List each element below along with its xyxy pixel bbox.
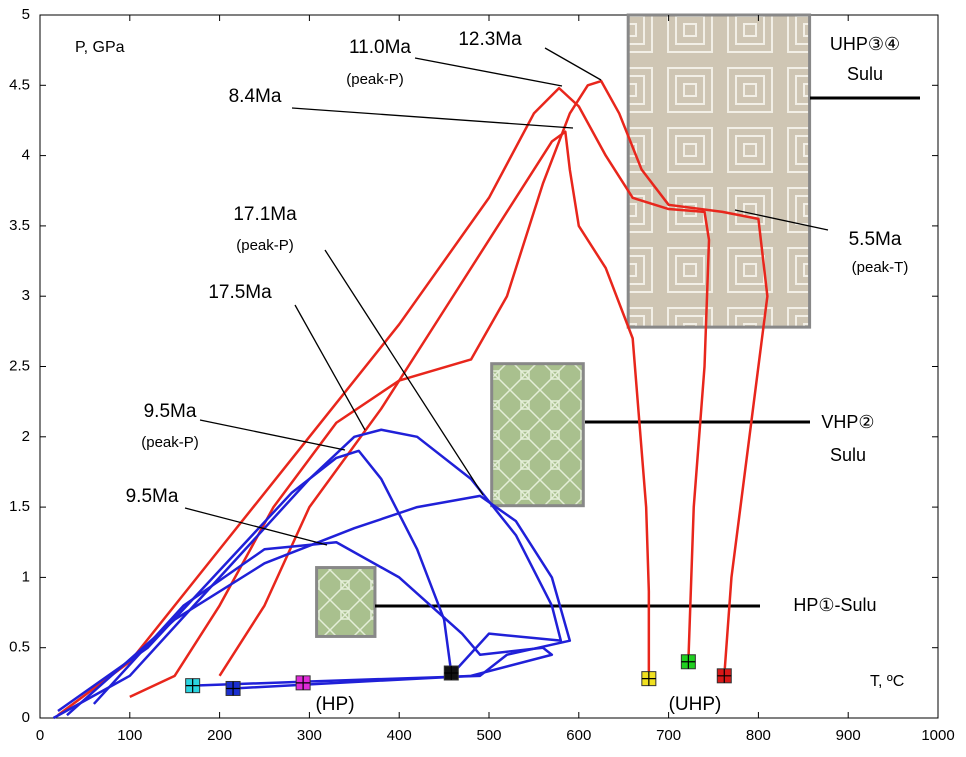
- y-tick-label: 5: [22, 6, 30, 23]
- y-tick-label: 4: [22, 147, 30, 164]
- region-label: VHP②: [821, 412, 874, 432]
- sample-marker: [296, 676, 310, 690]
- sample-marker: [642, 672, 656, 686]
- annotation-label: 17.1Ma: [233, 204, 297, 225]
- region: [492, 364, 584, 506]
- annotation-leader: [545, 48, 601, 80]
- y-tick-label: 0: [22, 709, 30, 726]
- sample-marker: [226, 681, 240, 695]
- region-label: Sulu: [847, 64, 883, 84]
- sample-marker: [717, 669, 731, 683]
- annotation-label: 12.3Ma: [458, 29, 522, 50]
- y-tick-label: 3.5: [9, 217, 30, 234]
- region: [317, 568, 375, 637]
- annotation-note: (peak-P): [346, 71, 404, 88]
- y-tick-label: 2.5: [9, 357, 30, 374]
- x-tick-label: 0: [36, 727, 44, 744]
- sample-group-label: (UHP): [669, 694, 722, 715]
- x-tick-label: 1000: [921, 727, 954, 744]
- region-label: UHP③④: [830, 34, 900, 54]
- y-axis-label: P, GPa: [75, 39, 125, 56]
- sample-marker: [444, 666, 458, 680]
- annotation-label: 5.5Ma: [849, 229, 902, 250]
- region: [628, 15, 809, 327]
- x-tick-label: 100: [117, 727, 142, 744]
- sample-group-label: (HP): [315, 694, 354, 715]
- annotation-label: 8.4Ma: [229, 86, 282, 107]
- annotation-label: 9.5Ma: [126, 486, 179, 507]
- x-tick-label: 500: [476, 727, 501, 744]
- y-tick-label: 2: [22, 428, 30, 445]
- annotation-label: 17.5Ma: [208, 282, 272, 303]
- x-tick-label: 200: [207, 727, 232, 744]
- x-tick-label: 300: [297, 727, 322, 744]
- annotation-label: 9.5Ma: [144, 401, 197, 422]
- y-tick-label: 4.5: [9, 76, 30, 93]
- region-label: HP①-Sulu: [793, 595, 876, 615]
- chart: P, GPa T, ºC UHP③④ Sulu VHP② Sulu HP①-Sulu (…: [0, 0, 966, 752]
- annotation-leader: [200, 420, 345, 450]
- y-tick-label: 1: [22, 568, 30, 585]
- annotation-note: (peak-T): [852, 259, 909, 276]
- x-tick-label: 800: [746, 727, 771, 744]
- y-tick-label: 0.5: [9, 639, 30, 656]
- x-tick-label: 400: [387, 727, 412, 744]
- x-tick-label: 900: [836, 727, 861, 744]
- annotation-label: 11.0Ma: [349, 37, 411, 58]
- x-tick-label: 700: [656, 727, 681, 744]
- pt-path: [53, 430, 560, 718]
- annotation-note: (peak-P): [236, 237, 294, 254]
- sample-marker: [186, 679, 200, 693]
- x-axis-label: T, ºC: [870, 673, 904, 690]
- annotation-leader: [415, 58, 562, 86]
- y-tick-label: 3: [22, 287, 30, 304]
- x-tick-label: 600: [566, 727, 591, 744]
- y-tick-label: 1.5: [9, 498, 30, 515]
- annotation-note: (peak-P): [141, 434, 199, 451]
- region-label: Sulu: [830, 445, 866, 465]
- sample-marker: [681, 655, 695, 669]
